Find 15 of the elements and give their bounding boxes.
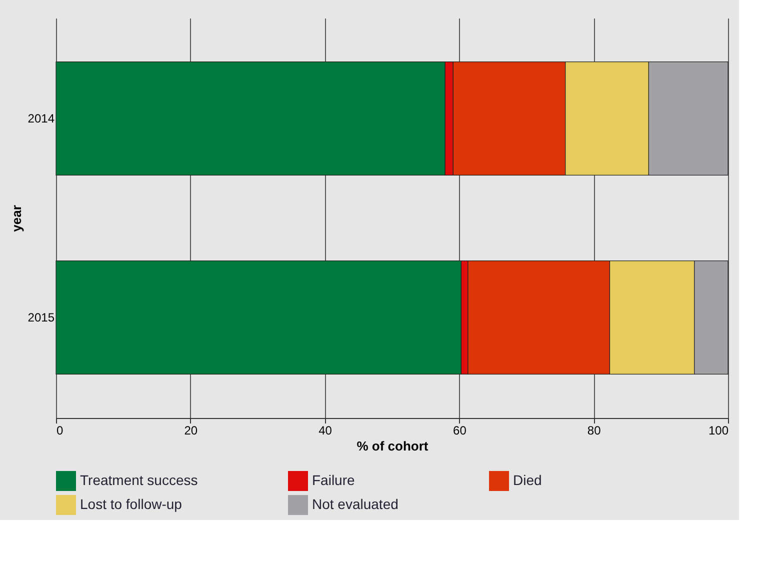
x-tick-label: 80 <box>587 424 602 438</box>
legend-label: Not evaluated <box>312 496 398 512</box>
x-tick-label: 20 <box>184 424 198 438</box>
x-tick-label: 40 <box>318 424 332 438</box>
x-axis-title: % of cohort <box>356 438 429 454</box>
y-tick-label: 2014 <box>28 112 55 126</box>
legend-label: Failure <box>312 472 356 488</box>
x-tick-label: 100 <box>708 424 729 438</box>
x-tick-label: 0 <box>56 424 64 438</box>
legend-label: Treatment success <box>80 472 198 488</box>
legend-label: Died <box>513 472 542 488</box>
legend-label: Lost to follow-up <box>80 496 182 512</box>
y-tick-label: 2015 <box>28 310 55 325</box>
y-axis-title: year <box>8 205 24 232</box>
x-tick-label: 60 <box>453 424 467 438</box>
